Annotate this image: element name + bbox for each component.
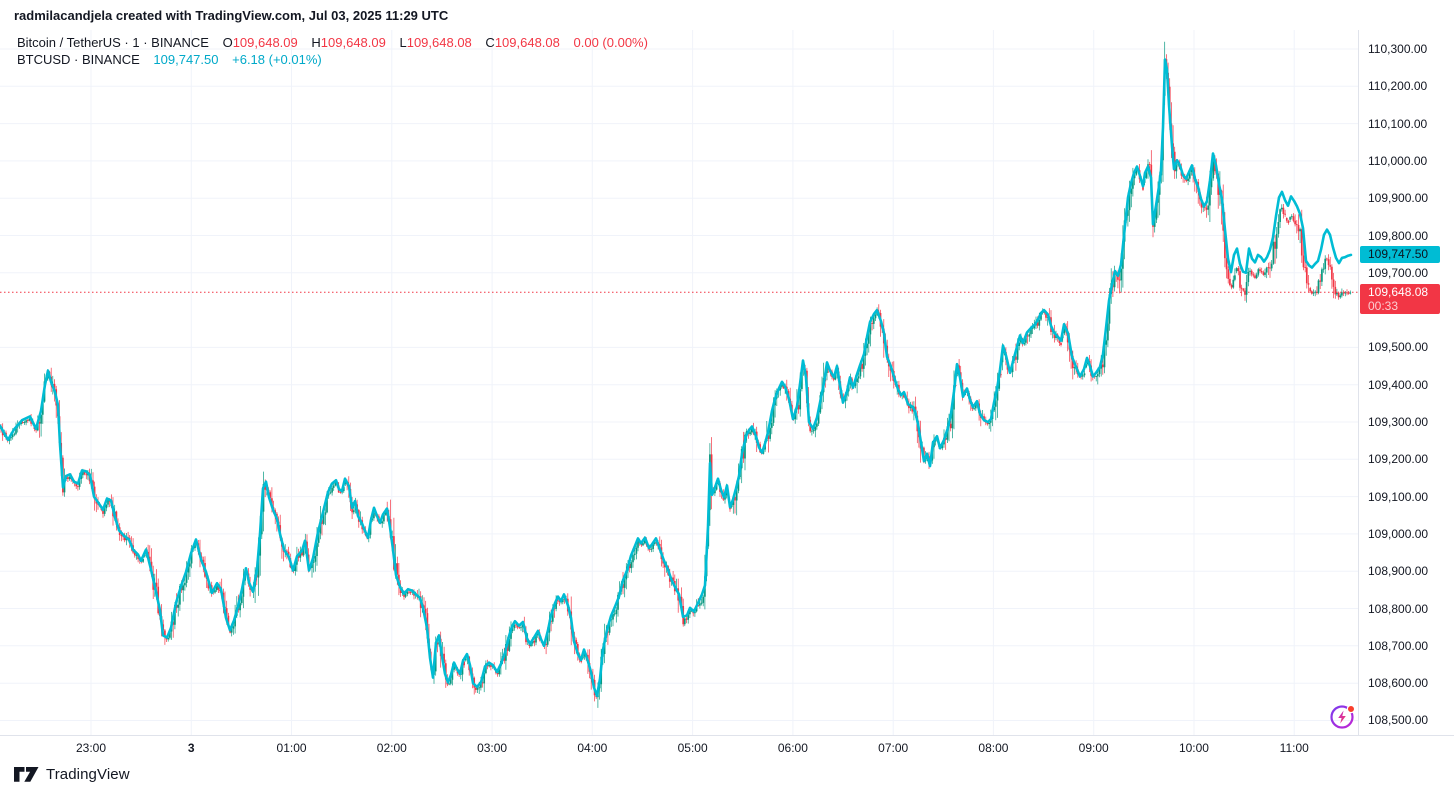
low-label: L (399, 35, 407, 50)
time-axis-label: 06:00 (777, 741, 808, 755)
open-value: 109,648.09 (232, 35, 298, 50)
price-axis-label: 108,900.00 (1368, 564, 1429, 579)
overlay-line-series (0, 58, 1353, 698)
time-axis-label: 3 (187, 741, 195, 755)
price-axis-label: 110,300.00 (1368, 42, 1428, 57)
time-axis-label: 01:00 (276, 741, 307, 755)
price-axis-label: 110,100.00 (1368, 116, 1428, 131)
high-value: 109,648.09 (320, 35, 386, 50)
price-axis-label: 110,000.00 (1368, 153, 1428, 168)
last-price-value: 109,648.08 (1368, 285, 1429, 300)
compare-price-badge: 109,747.50 (1360, 246, 1440, 264)
time-axis-label: 02:00 (376, 741, 407, 755)
price-axis-label: 109,800.00 (1368, 228, 1429, 243)
main-symbol-title: Bitcoin / TetherUS · 1 · BINANCE (17, 35, 209, 50)
close-label: C (485, 35, 495, 50)
boost-circle (1330, 705, 1354, 729)
compare-symbol-title: BTCUSD · BINANCE (17, 52, 140, 67)
tradingview-logo-text: TradingView (46, 766, 130, 783)
lightning-boost-button[interactable] (1328, 702, 1358, 732)
time-axis-label: 03:00 (477, 741, 508, 755)
compare-symbol-legend-row[interactable]: BTCUSD · BINANCE 109,747.50 +6.18 (+0.01… (17, 52, 648, 68)
price-axis-label: 109,500.00 (1368, 340, 1429, 355)
low-value: 109,648.08 (406, 35, 472, 50)
price-axis-label: 109,000.00 (1368, 526, 1429, 541)
price-axis-label: 109,100.00 (1368, 489, 1429, 504)
price-axis-label: 109,900.00 (1368, 191, 1429, 206)
time-axis-label: 23:00 (75, 741, 107, 755)
time-axis-label: 08:00 (978, 741, 1009, 755)
lightning-bolt-icon (1338, 710, 1346, 724)
attribution-text: radmilacandjela created with TradingView… (14, 8, 449, 23)
price-axis-label: 109,700.00 (1368, 265, 1429, 280)
tradingview-logo[interactable]: TradingView (14, 766, 130, 783)
time-axis-label: 10:00 (1178, 741, 1209, 755)
price-axis-label: 108,500.00 (1368, 713, 1429, 728)
time-axis-label: 09:00 (1078, 741, 1109, 755)
close-value: 109,648.08 (494, 35, 560, 50)
grid-lines (0, 30, 1358, 735)
compare-change: +6.18 (+0.01%) (232, 52, 322, 67)
chart-legend: Bitcoin / TetherUS · 1 · BINANCE O109,64… (17, 35, 648, 69)
candles-up (3, 41, 1352, 708)
change-value: 0.00 (0.00%) (573, 35, 648, 50)
price-axis[interactable]: 109,747.50 109,648.08 00:33 110,300.00 11… (1358, 30, 1454, 735)
open-label: O (222, 35, 233, 50)
price-axis-label: 108,600.00 (1368, 676, 1429, 691)
price-axis-label: 108,800.00 (1368, 601, 1429, 616)
price-axis-label: 109,200.00 (1368, 452, 1429, 467)
time-axis-label: 04:00 (577, 741, 608, 755)
bar-countdown: 00:33 (1368, 299, 1399, 314)
tradingview-logo-icon (14, 767, 39, 782)
price-axis-label: 109,400.00 (1368, 377, 1429, 392)
time-axis-label: 11:00 (1279, 741, 1309, 755)
candles-down (0, 54, 1350, 702)
time-axis-label: 05:00 (677, 741, 708, 755)
time-axis[interactable]: 23:00 3 01:00 02:00 03:00 04:00 05:00 06:00 07:0… (0, 735, 1454, 760)
compare-value: 109,747.50 (153, 52, 219, 67)
last-price-badge: 109,648.08 00:33 (1360, 284, 1440, 315)
time-axis-label: 07:00 (878, 741, 909, 755)
price-axis-label: 110,200.00 (1368, 79, 1428, 94)
notification-dot (1346, 704, 1356, 714)
high-label: H (311, 35, 321, 50)
main-symbol-legend-row[interactable]: Bitcoin / TetherUS · 1 · BINANCE O109,64… (17, 35, 648, 51)
price-axis-label: 108,700.00 (1368, 638, 1429, 653)
price-axis-label: 109,300.00 (1368, 415, 1429, 430)
